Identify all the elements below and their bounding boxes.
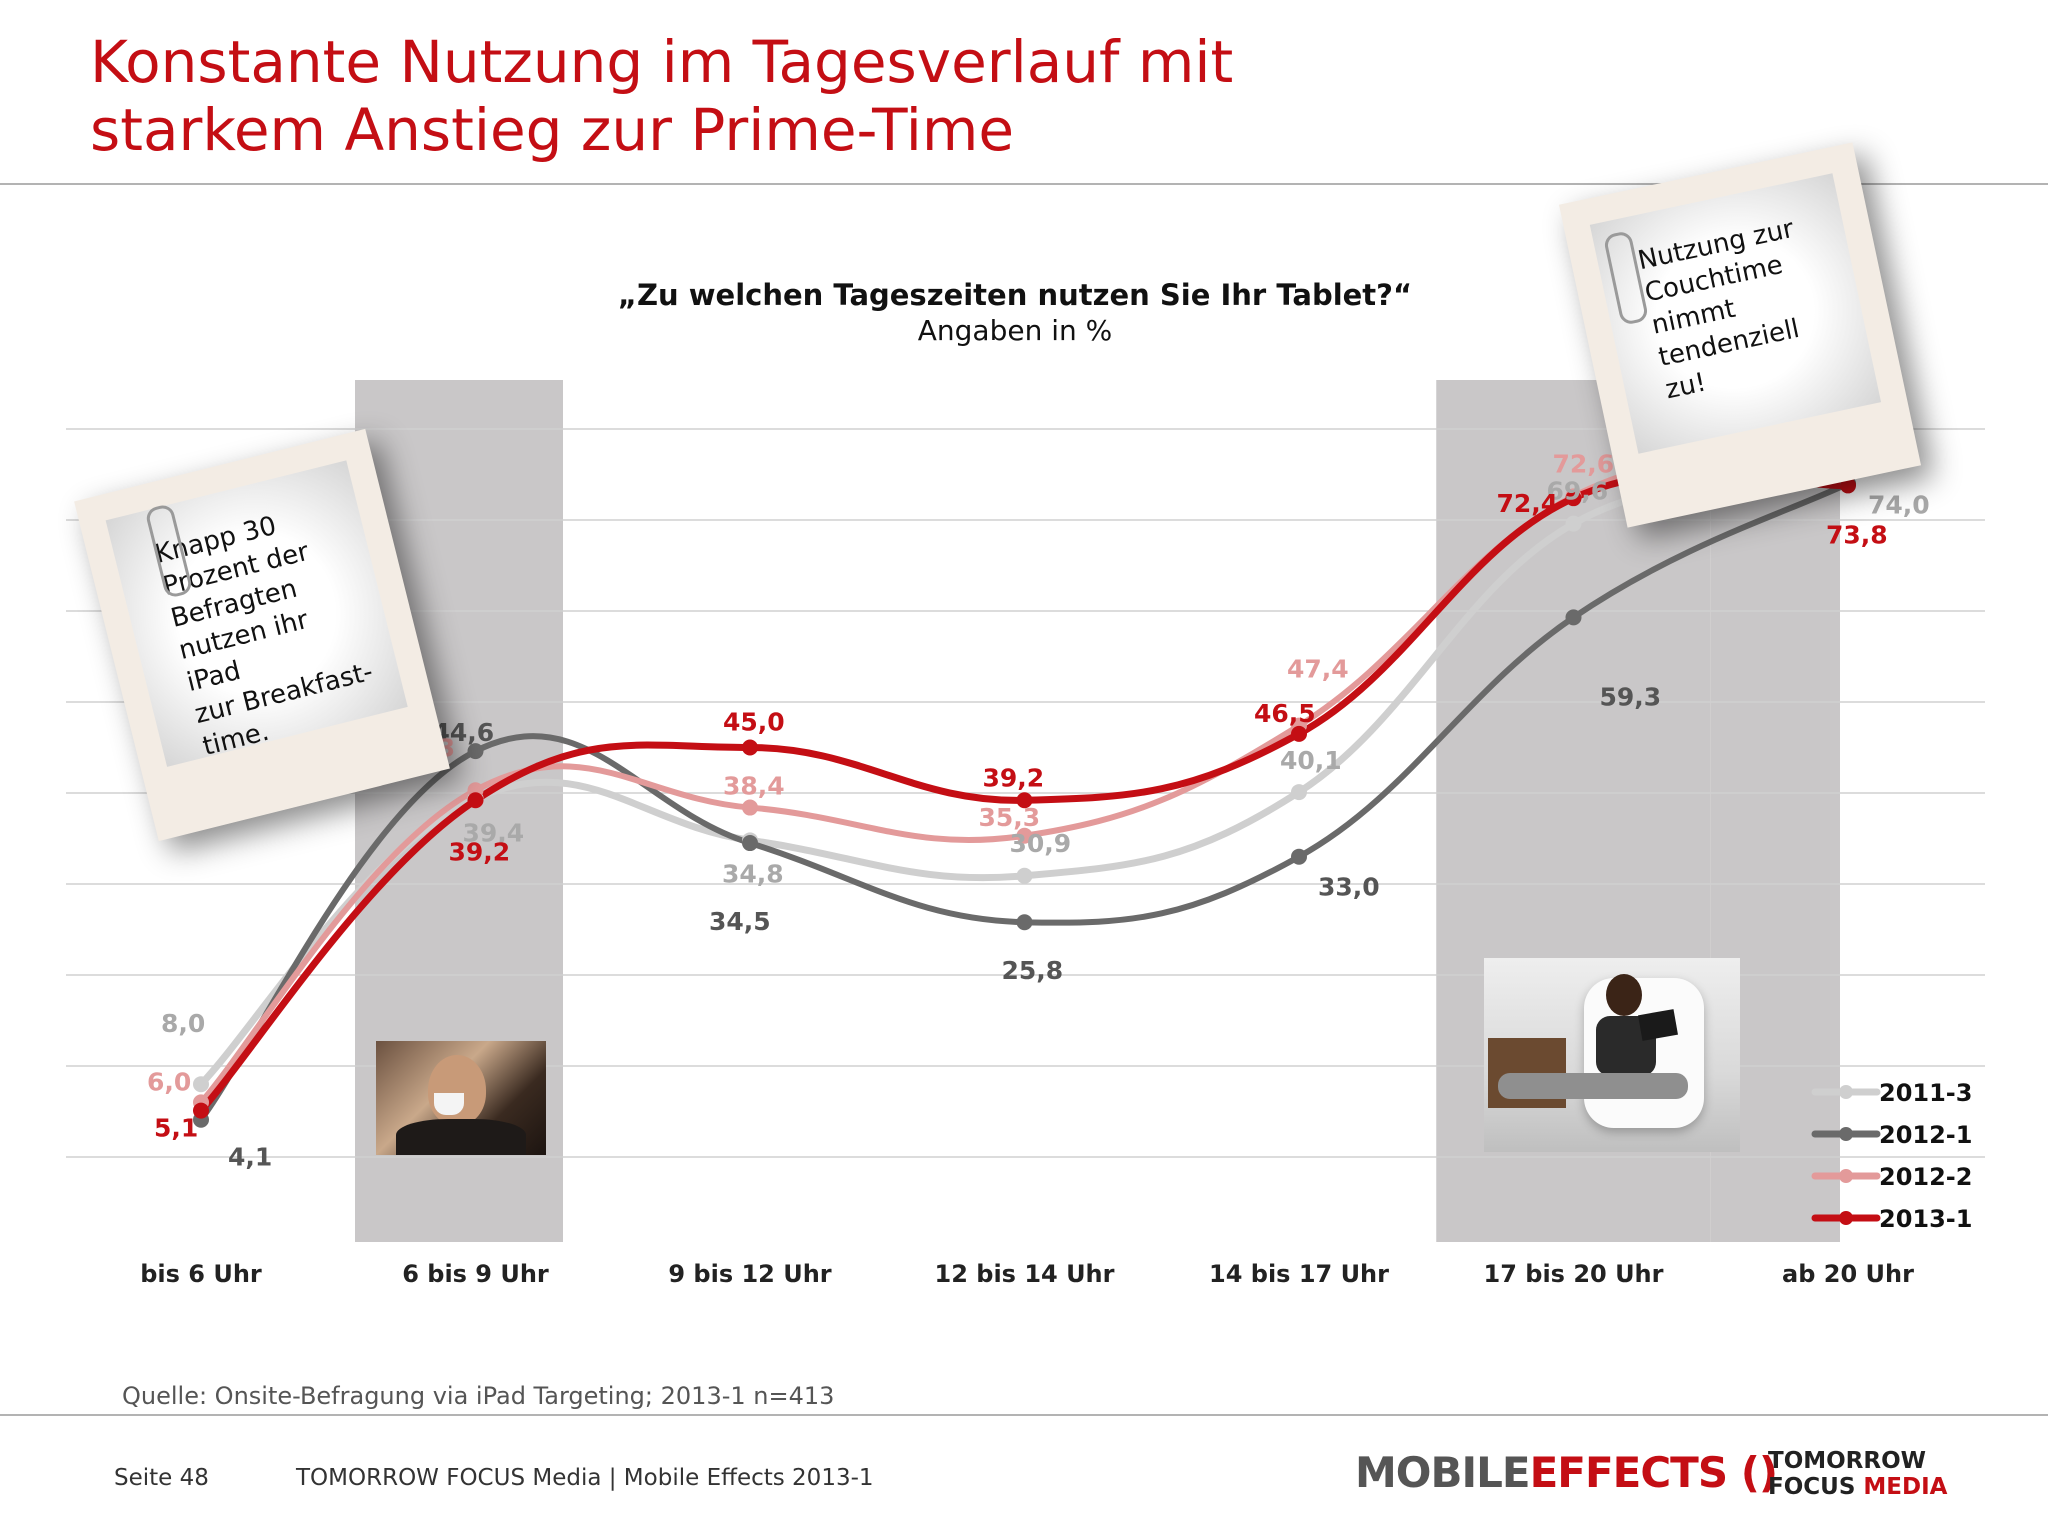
data-point [467, 792, 484, 809]
x-axis-label: 9 bis 12 Uhr [668, 1260, 831, 1288]
data-label: 39,2 [449, 837, 511, 866]
logo-word-focus: FOCUS [1768, 1474, 1856, 1500]
coffee-photo [376, 1041, 546, 1155]
breakfast-note-text: Knapp 30 Prozent der Befragten nutzen ih… [152, 494, 390, 764]
data-label: 39,2 [983, 763, 1045, 792]
data-point [1016, 827, 1033, 844]
title-divider [0, 183, 2048, 185]
legend-label: 2011-3 [1879, 1079, 1972, 1107]
legend-marker [1839, 1085, 1853, 1099]
data-label: 69,6 [1547, 477, 1609, 506]
data-label: 47,4 [1287, 655, 1349, 684]
logo-line-1: TOMORROW [1768, 1448, 1927, 1474]
data-label: 34,5 [709, 907, 771, 936]
data-point [1016, 867, 1033, 884]
slide-title: Konstante Nutzung im Tagesverlauf mit st… [90, 28, 1590, 164]
legend-marker [1839, 1127, 1853, 1141]
person-head [1606, 974, 1642, 1016]
x-axis-label: 14 bis 17 Uhr [1209, 1260, 1389, 1288]
data-point [1016, 792, 1033, 809]
data-label: 72,4 [1497, 489, 1559, 518]
note-paper: Knapp 30 Prozent der Befragten nutzen ih… [105, 460, 408, 767]
data-label: 45,0 [723, 708, 785, 737]
data-point [742, 835, 758, 852]
data-point [1565, 609, 1582, 626]
legend-label: 2013-1 [1879, 1205, 1972, 1233]
mobile-effects-logo: MOBILEEFFECTS () [1355, 1448, 1778, 1497]
data-label: 33,0 [1318, 873, 1380, 902]
x-axis-label: 12 bis 14 Uhr [935, 1260, 1115, 1288]
data-label: 73,8 [1826, 520, 1888, 549]
legend: 2011-3 2012-1 2012-2 2013-1 [1811, 1079, 1972, 1233]
source-note: Quelle: Onsite-Befragung via iPad Target… [122, 1382, 835, 1410]
data-point [193, 1076, 209, 1093]
data-label: 40,1 [1280, 746, 1342, 775]
tomorrow-focus-logo: TOMORROW FOCUS MEDIA [1768, 1448, 1947, 1500]
data-point [1016, 914, 1033, 931]
data-point [1291, 784, 1307, 801]
slide-title-line-2: starkem Anstieg zur Prime-Time [90, 96, 1015, 164]
data-label: 4,1 [228, 1143, 272, 1172]
couchtime-note-text: Nutzung zur Couchtime nimmt tendenziell … [1635, 207, 1853, 407]
couch-photo [1484, 958, 1740, 1152]
legend-marker [1839, 1211, 1853, 1225]
data-point [1291, 725, 1307, 742]
person-legs [1498, 1073, 1688, 1099]
person-shoulders [396, 1119, 526, 1155]
logo-word-media: MEDIA [1863, 1474, 1948, 1500]
unit-label: Angaben in % [917, 314, 1113, 347]
data-point [467, 743, 484, 760]
data-label: 46,5 [1254, 699, 1316, 728]
data-label: 38,4 [723, 772, 785, 801]
legend-label: 2012-2 [1879, 1163, 1972, 1191]
publisher-line: TOMORROW FOCUS Media | Mobile Effects 20… [296, 1465, 874, 1491]
data-label: 30,9 [1010, 829, 1072, 858]
page-number: Seite 48 [114, 1465, 209, 1491]
data-label: 59,3 [1600, 682, 1662, 711]
x-axis-label: 6 bis 9 Uhr [402, 1260, 549, 1288]
data-label: 35,3 [979, 803, 1041, 832]
footer-divider [0, 1414, 2048, 1416]
data-label: 5,1 [154, 1114, 198, 1143]
legend-label: 2012-1 [1879, 1121, 1972, 1149]
data-label: 39,4 [463, 818, 525, 847]
data-point [1565, 515, 1582, 532]
data-point [742, 799, 758, 816]
logo-bracket-icon: () [1727, 1448, 1778, 1497]
data-label: 34,8 [722, 859, 784, 888]
logo-word-mobile: MOBILE [1355, 1448, 1531, 1497]
logo-word-effects: EFFECTS [1529, 1448, 1728, 1497]
coffee-cup-icon [434, 1093, 464, 1115]
data-label: 25,8 [1002, 956, 1064, 985]
data-point [193, 1102, 209, 1119]
data-label: 8,0 [161, 1009, 205, 1038]
data-point [1291, 848, 1307, 865]
data-label: 74,0 [1868, 491, 1930, 520]
legend-marker [1839, 1169, 1853, 1183]
data-point [1565, 490, 1582, 507]
x-axis-labels: bis 6 Uhr 6 bis 9 Uhr 9 bis 12 Uhr 12 bis 1… [140, 1260, 1914, 1288]
x-axis-label: 17 bis 20 Uhr [1484, 1260, 1664, 1288]
slide-title-line-1: Konstante Nutzung im Tagesverlauf mit [90, 28, 1234, 96]
survey-question: „Zu welchen Tageszeiten nutzen Sie Ihr T… [617, 278, 1413, 312]
person-head [428, 1055, 486, 1125]
data-label: 6,0 [147, 1067, 191, 1096]
data-label: 72,6 [1553, 449, 1615, 478]
x-axis-label: bis 6 Uhr [140, 1260, 262, 1288]
x-axis-label: ab 20 Uhr [1782, 1260, 1914, 1288]
data-point [742, 739, 758, 756]
